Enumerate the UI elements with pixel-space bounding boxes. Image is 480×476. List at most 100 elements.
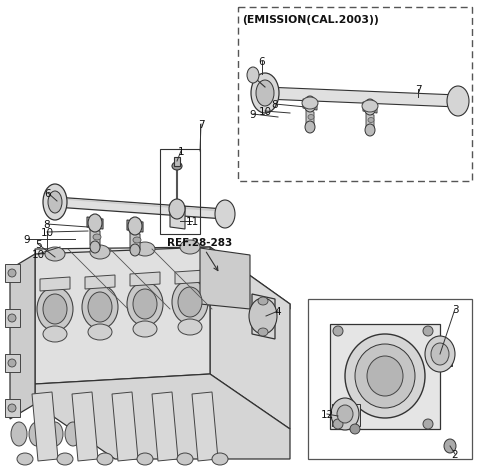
Ellipse shape — [333, 419, 343, 429]
Ellipse shape — [133, 238, 141, 244]
Polygon shape — [152, 392, 178, 461]
Bar — [5, 265, 20, 282]
Ellipse shape — [345, 334, 425, 418]
Polygon shape — [366, 114, 374, 131]
Polygon shape — [87, 218, 103, 229]
Polygon shape — [55, 198, 225, 219]
Ellipse shape — [43, 294, 67, 324]
Bar — [332, 404, 360, 426]
Ellipse shape — [365, 125, 375, 137]
Ellipse shape — [172, 280, 208, 324]
Ellipse shape — [302, 98, 318, 110]
Text: 11: 11 — [185, 217, 199, 227]
Ellipse shape — [180, 240, 200, 255]
Text: 10: 10 — [40, 228, 54, 238]
Polygon shape — [32, 392, 58, 461]
Text: 12: 12 — [320, 409, 334, 419]
Ellipse shape — [8, 404, 16, 412]
Ellipse shape — [256, 81, 274, 107]
Ellipse shape — [337, 405, 353, 423]
Text: 3: 3 — [452, 304, 458, 314]
Ellipse shape — [333, 327, 343, 336]
Polygon shape — [127, 220, 143, 232]
Ellipse shape — [43, 185, 67, 220]
Bar — [5, 309, 20, 327]
Ellipse shape — [90, 241, 100, 253]
Text: 5: 5 — [35, 239, 41, 249]
Ellipse shape — [212, 453, 228, 465]
Ellipse shape — [447, 87, 469, 117]
Ellipse shape — [8, 314, 16, 322]
Polygon shape — [130, 232, 140, 250]
Polygon shape — [10, 255, 35, 419]
Polygon shape — [85, 276, 115, 289]
Ellipse shape — [258, 328, 268, 336]
Polygon shape — [35, 248, 210, 384]
Ellipse shape — [367, 356, 403, 396]
Ellipse shape — [135, 242, 155, 257]
Ellipse shape — [127, 282, 163, 327]
Text: 4: 4 — [275, 307, 281, 317]
Ellipse shape — [169, 199, 185, 219]
Polygon shape — [210, 248, 290, 429]
Ellipse shape — [423, 419, 433, 429]
Ellipse shape — [362, 101, 378, 113]
Ellipse shape — [82, 286, 118, 329]
Ellipse shape — [90, 246, 110, 259]
Ellipse shape — [364, 100, 376, 116]
Text: 6: 6 — [259, 57, 265, 67]
Ellipse shape — [331, 398, 359, 430]
Ellipse shape — [130, 245, 140, 257]
Ellipse shape — [308, 115, 314, 120]
Ellipse shape — [431, 343, 449, 365]
Ellipse shape — [97, 453, 113, 465]
Ellipse shape — [137, 453, 153, 465]
Ellipse shape — [249, 298, 277, 334]
Ellipse shape — [368, 118, 374, 123]
Text: 7: 7 — [415, 85, 421, 95]
Ellipse shape — [17, 453, 33, 465]
Bar — [5, 354, 20, 372]
Polygon shape — [252, 294, 275, 339]
Ellipse shape — [444, 439, 456, 453]
Text: 8: 8 — [44, 219, 50, 229]
Text: (EMISSION(CAL.2003)): (EMISSION(CAL.2003)) — [242, 15, 379, 25]
Text: 9: 9 — [24, 235, 30, 245]
Text: 8: 8 — [272, 100, 278, 110]
Ellipse shape — [48, 192, 62, 214]
Ellipse shape — [128, 218, 142, 236]
Polygon shape — [363, 103, 377, 114]
Ellipse shape — [247, 68, 259, 84]
Ellipse shape — [47, 422, 63, 446]
Bar — [430, 344, 452, 366]
Ellipse shape — [133, 321, 157, 337]
Ellipse shape — [305, 122, 315, 134]
Polygon shape — [40, 278, 70, 291]
Polygon shape — [265, 88, 458, 108]
Polygon shape — [175, 270, 205, 284]
Ellipse shape — [88, 324, 112, 340]
Ellipse shape — [425, 336, 455, 372]
Text: 7: 7 — [198, 120, 204, 130]
Polygon shape — [35, 374, 290, 459]
Ellipse shape — [133, 289, 157, 319]
Polygon shape — [306, 111, 314, 128]
Ellipse shape — [29, 422, 45, 446]
Ellipse shape — [350, 424, 360, 434]
Ellipse shape — [8, 359, 16, 367]
Ellipse shape — [45, 248, 65, 261]
Text: 2: 2 — [452, 449, 458, 459]
Polygon shape — [192, 392, 218, 461]
Ellipse shape — [304, 97, 316, 113]
Text: 10: 10 — [258, 107, 272, 117]
Text: 1: 1 — [178, 147, 184, 157]
Polygon shape — [112, 392, 138, 461]
Bar — [330, 324, 440, 429]
Text: 10: 10 — [31, 249, 45, 259]
Polygon shape — [303, 100, 317, 111]
Ellipse shape — [178, 288, 202, 317]
Bar — [174, 158, 180, 167]
Polygon shape — [35, 248, 290, 309]
Ellipse shape — [11, 422, 27, 446]
Ellipse shape — [37, 288, 73, 331]
